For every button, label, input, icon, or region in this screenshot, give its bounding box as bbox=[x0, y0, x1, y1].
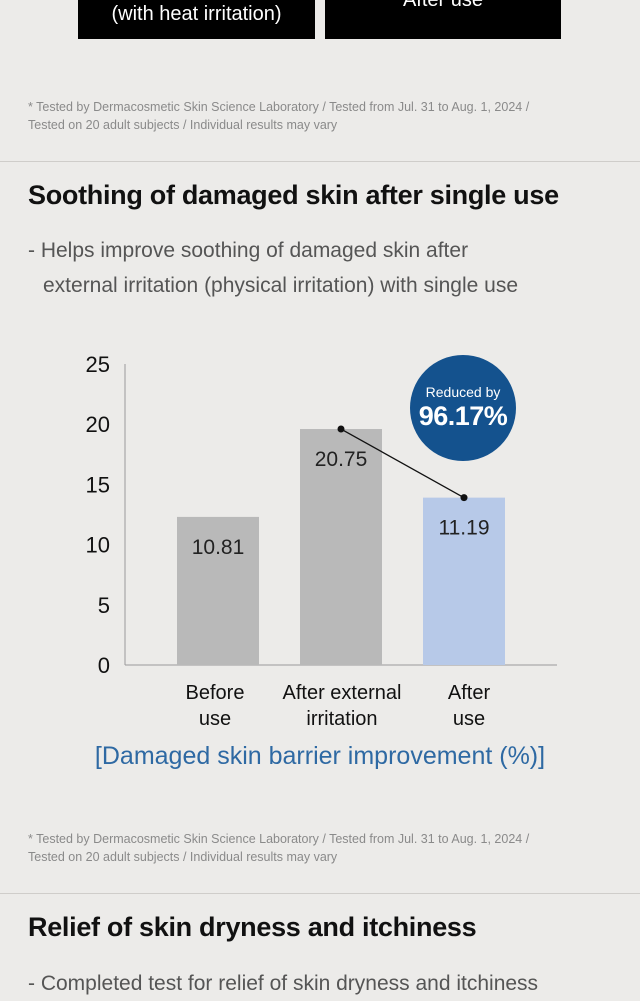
description-dryness-line1: - Completed test for relief of skin dryn… bbox=[28, 972, 539, 995]
test-disclaimer-line1: * Tested by Dermacosmetic Skin Science L… bbox=[28, 100, 530, 114]
y-tick-label: 25 bbox=[86, 352, 110, 377]
trend-point bbox=[460, 494, 468, 502]
badge-label: Reduced by bbox=[425, 384, 501, 400]
section-divider bbox=[0, 161, 640, 162]
after-use-tab-label: After use bbox=[403, 0, 483, 10]
category-label: After external irritation bbox=[282, 682, 402, 730]
test-disclaimer-2: * Tested by Dermacosmetic Skin Science L… bbox=[28, 830, 588, 866]
y-tick-label: 0 bbox=[98, 653, 110, 678]
heat-irritation-tab[interactable]: (with heat irritation) bbox=[78, 0, 315, 39]
bar-value-label: 20.75 bbox=[315, 448, 368, 471]
y-tick-label: 15 bbox=[86, 472, 110, 497]
category-label: Before use bbox=[185, 682, 245, 730]
bar bbox=[177, 516, 259, 665]
trend-line bbox=[340, 428, 465, 499]
y-tick-label: 5 bbox=[98, 593, 110, 618]
section-title-soothing: Soothing of damaged skin after single us… bbox=[28, 180, 559, 210]
reduction-badge: Reduced by 96.17% bbox=[410, 355, 516, 461]
section-description-dryness: - Completed test for relief of skin dryn… bbox=[28, 966, 538, 1001]
test-disclaimer: * Tested by Dermacosmetic Skin Science L… bbox=[28, 98, 588, 134]
description-line1: - Helps improve soothing of damaged skin… bbox=[28, 239, 469, 262]
heat-irritation-tab-label: (with heat irritation) bbox=[111, 2, 282, 25]
y-tick-label: 20 bbox=[86, 412, 110, 437]
test-disclaimer-2-line2: Tested on 20 adult subjects / Individual… bbox=[28, 850, 338, 864]
section-description-soothing: - Helps improve soothing of damaged skin… bbox=[28, 233, 518, 303]
bar-value-label: 10.81 bbox=[192, 536, 245, 559]
section-title-dryness: Relief of skin dryness and itchiness bbox=[28, 912, 477, 942]
bar bbox=[423, 497, 505, 665]
y-tick-label: 10 bbox=[86, 533, 110, 558]
badge-value: 96.17% bbox=[418, 401, 508, 431]
after-use-tab[interactable]: After use bbox=[325, 0, 561, 39]
trend-point bbox=[337, 425, 345, 433]
category-label: After use bbox=[447, 682, 491, 730]
test-disclaimer-line2: Tested on 20 adult subjects / Individual… bbox=[28, 118, 338, 132]
section-divider-2 bbox=[0, 893, 640, 894]
chart-caption: [Damaged skin barrier improvement (%)] bbox=[94, 742, 546, 770]
bar-value-label: 11.19 bbox=[439, 517, 490, 540]
description-line2: external irritation (physical irritation… bbox=[43, 274, 519, 297]
bar bbox=[300, 429, 382, 665]
bar-chart: 0 5 10 15 20 25 10.81 20.75 11.19 bbox=[86, 352, 557, 678]
test-disclaimer-2-line1: * Tested by Dermacosmetic Skin Science L… bbox=[28, 832, 530, 846]
